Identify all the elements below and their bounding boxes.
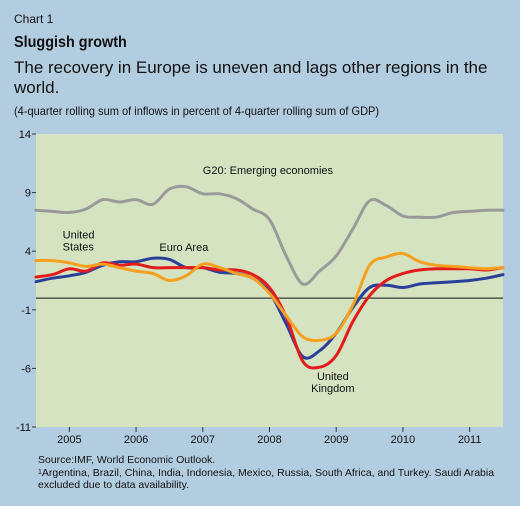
y-tick-label: -1 bbox=[21, 305, 31, 317]
series-label: G20: Emerging economies bbox=[203, 165, 334, 177]
series-line bbox=[34, 251, 505, 343]
x-tick-label: 2006 bbox=[124, 434, 148, 446]
x-tick-label: 2009 bbox=[324, 434, 348, 446]
x-tick-label: 2010 bbox=[391, 434, 415, 446]
chart-subtitle: The recovery in Europe is uneven and lag… bbox=[14, 58, 488, 97]
footnote-marker: 1 bbox=[38, 469, 42, 476]
chart-title: Sluggish growth bbox=[14, 34, 127, 51]
series-line bbox=[34, 261, 505, 370]
x-tick-label: 2011 bbox=[458, 434, 482, 446]
series-label: United States bbox=[63, 229, 95, 253]
x-tick-label: 2008 bbox=[257, 434, 281, 446]
chart-label: Chart 1 bbox=[14, 12, 54, 26]
series-line bbox=[34, 184, 505, 286]
plot-area bbox=[36, 134, 503, 427]
series-label: United Kingdom bbox=[311, 371, 354, 395]
chart-note: (4-quarter rolling sum of inflows in per… bbox=[14, 104, 380, 118]
x-tick-label: 2007 bbox=[191, 434, 215, 446]
y-tick-label: 4 bbox=[25, 246, 31, 258]
y-tick-label: 9 bbox=[25, 188, 31, 200]
footnote-text: Argentina, Brazil, China, India, Indones… bbox=[38, 467, 495, 491]
series-label: Euro Area bbox=[159, 242, 209, 254]
source-note: Source:IMF, World Economic Outlook. bbox=[38, 454, 216, 466]
y-tick-label: 14 bbox=[19, 129, 31, 141]
footnote: 1Argentina, Brazil, China, India, Indone… bbox=[38, 467, 508, 491]
y-tick-label: -6 bbox=[21, 363, 31, 375]
y-tick-label: -11 bbox=[16, 422, 31, 434]
x-tick-label: 2005 bbox=[57, 434, 81, 446]
